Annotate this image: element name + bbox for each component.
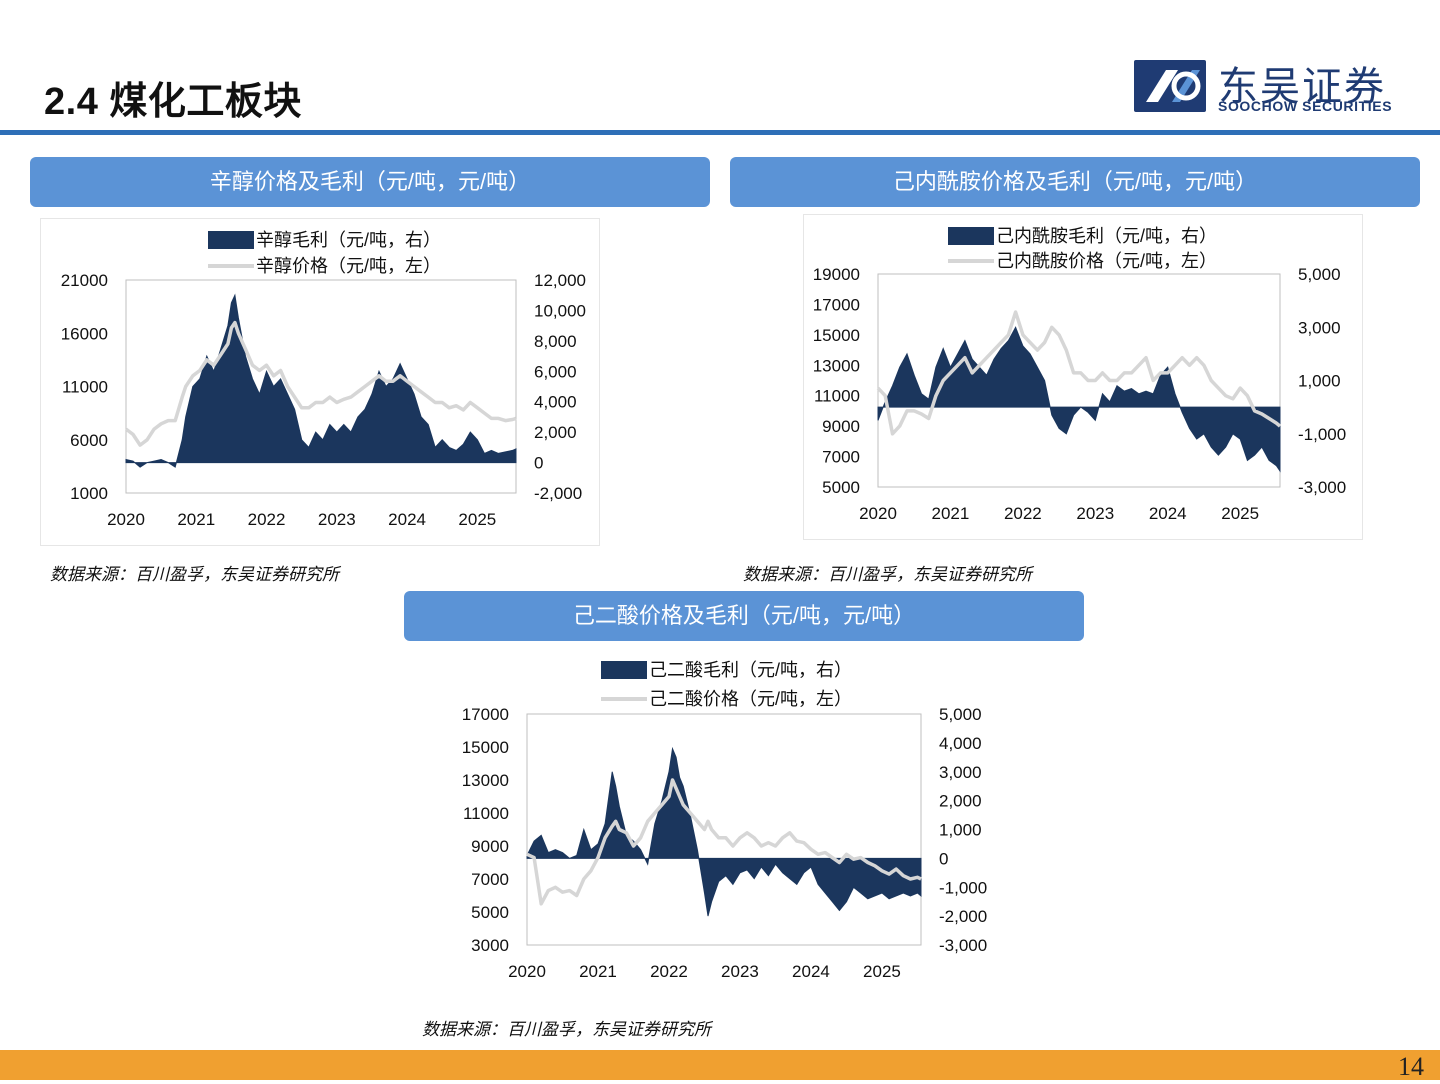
y-left-tick-label: 11000 <box>62 378 108 397</box>
y-right-tick-label: 2,000 <box>939 792 982 811</box>
y-left-tick-label: 13000 <box>462 771 509 790</box>
y-right-tick-label: 0 <box>939 849 948 868</box>
plot-area <box>526 713 922 946</box>
soochow-logo-icon <box>1134 60 1206 112</box>
y-left-tick-label: 7000 <box>822 448 860 467</box>
y-left-tick-label: 11000 <box>463 804 509 823</box>
x-tick-label: 2020 <box>107 510 145 529</box>
legend-label-price: 己二酸价格（元/吨，左） <box>649 689 852 709</box>
x-tick-label: 2024 <box>388 510 426 529</box>
y-left-tick-label: 7000 <box>471 870 509 889</box>
y-right-tick-label: -3,000 <box>939 936 987 955</box>
y-left-tick-label: 15000 <box>462 738 509 757</box>
chart-svg: 21000 16000 11000 6000 1000 12,000 10,000 8,000… <box>40 218 600 546</box>
y-right-tick-label: 0 <box>534 454 543 473</box>
margin-area-series <box>877 326 1281 473</box>
y-right-tick-label: 2,000 <box>534 423 577 442</box>
chart-frame <box>40 218 600 546</box>
y-left-tick-label: 3000 <box>471 936 509 955</box>
y-right-tick-label: 4,000 <box>534 393 577 412</box>
footer-bar <box>0 1050 1440 1080</box>
x-tick-label: 2020 <box>859 504 897 523</box>
chart-frame <box>803 214 1363 540</box>
x-tick-label: 2021 <box>177 510 215 529</box>
y-left-tick-label: 17000 <box>462 705 509 724</box>
y-left-tick-label: 16000 <box>61 324 108 343</box>
y-right-tick-label: 6,000 <box>534 362 577 381</box>
x-tick-label: 2021 <box>932 504 970 523</box>
y-left-tick-label: 15000 <box>813 326 860 345</box>
source-note-octanol: 数据来源：百川盈孚，东吴证券研究所 <box>50 565 339 584</box>
x-tick-label: 2025 <box>863 962 901 981</box>
price-line-series <box>526 778 922 906</box>
y-left-tick-label: 5000 <box>471 903 509 922</box>
price-line-series <box>124 320 517 447</box>
panel-header-caprolactam: 己内酰胺价格及毛利（元/吨，元/吨） <box>730 157 1420 207</box>
margin-area-series <box>526 746 922 917</box>
y-right-tick-label: 5,000 <box>1298 265 1341 284</box>
x-tick-label: 2024 <box>792 962 830 981</box>
y-right-tick-label: -2,000 <box>939 907 987 926</box>
x-tick-label: 2021 <box>579 962 617 981</box>
y-left-tick-label: 1000 <box>70 484 108 503</box>
y-left-tick-label: 9000 <box>822 417 860 436</box>
y-left-tick-label: 9000 <box>471 837 509 856</box>
y-right-tick-label: 4,000 <box>939 734 982 753</box>
y-right-tick-label: -1,000 <box>939 878 987 897</box>
legend-label-price: 辛醇价格（元/吨，左） <box>256 256 441 276</box>
x-tick-label: 2022 <box>1004 504 1042 523</box>
y-right-tick-label: 1,000 <box>939 821 982 840</box>
y-right-tick-label: 10,000 <box>534 301 586 320</box>
x-tick-label: 2022 <box>248 510 286 529</box>
y-right-tick-label: 12,000 <box>534 271 586 290</box>
y-left-tick-label: 19000 <box>813 265 860 284</box>
y-left-tick-label: 6000 <box>70 431 108 450</box>
legend-label-margin: 己内酰胺毛利（元/吨，右） <box>996 226 1217 246</box>
x-tick-label: 2022 <box>650 962 688 981</box>
legend-label-margin: 己二酸毛利（元/吨，右） <box>649 660 852 680</box>
source-note-caprolactam: 数据来源：百川盈孚，东吴证券研究所 <box>743 565 1032 584</box>
y-right-tick-label: 8,000 <box>534 332 577 351</box>
chart-svg: 19000 17000 15000 13000 11000 9000 7000 5000 5,0… <box>803 214 1363 540</box>
y-right-tick-label: 1,000 <box>1298 372 1341 391</box>
margin-area-series <box>125 293 517 468</box>
chart-svg: 17000 15000 13000 11000 9000 7000 5000 3000 5,00… <box>462 660 987 981</box>
y-left-tick-label: 5000 <box>822 478 860 497</box>
octanol-chart: 21000 16000 11000 6000 1000 12,000 10,000 8,000… <box>40 218 600 546</box>
caprolactam-chart: 19000 17000 15000 13000 11000 9000 7000 5000 5,0… <box>803 214 1363 540</box>
x-tick-label: 2023 <box>1076 504 1114 523</box>
y-right-tick-label: 3,000 <box>1298 318 1341 337</box>
logo-text-en: SOOCHOW SECURITIES <box>1218 98 1393 114</box>
x-tick-label: 2024 <box>1149 504 1187 523</box>
legend-swatch-margin <box>948 227 994 245</box>
x-tick-label: 2020 <box>508 962 546 981</box>
legend-swatch-margin <box>208 231 254 249</box>
logo-text-cn: 东吴证券 <box>1218 64 1386 110</box>
header-divider <box>0 130 1440 135</box>
y-left-tick-label: 13000 <box>813 356 860 375</box>
legend-label-margin: 辛醇毛利（元/吨，右） <box>256 230 441 250</box>
y-right-tick-label: -3,000 <box>1298 478 1346 497</box>
y-right-tick-label: 5,000 <box>939 705 982 724</box>
legend-label-price: 己内酰胺价格（元/吨，左） <box>996 251 1217 271</box>
panel-header-adipic-acid: 己二酸价格及毛利（元/吨，元/吨） <box>404 591 1084 641</box>
panel-header-octanol: 辛醇价格及毛利（元/吨，元/吨） <box>30 157 710 207</box>
x-tick-label: 2025 <box>458 510 496 529</box>
source-note-adipic-acid: 数据来源：百川盈孚，东吴证券研究所 <box>422 1020 711 1039</box>
y-right-tick-label: 3,000 <box>939 763 982 782</box>
y-right-tick-label: -1,000 <box>1298 425 1346 444</box>
y-right-tick-label: -2,000 <box>534 484 582 503</box>
page-number: 14 <box>1398 1052 1424 1081</box>
y-left-tick-label: 17000 <box>813 295 860 314</box>
y-left-tick-label: 21000 <box>61 271 108 290</box>
page-title: 2.4 煤化工板块 <box>44 81 302 123</box>
x-tick-label: 2023 <box>721 962 759 981</box>
company-logo: 东吴证券 SOOCHOW SECURITIES <box>1132 56 1422 116</box>
x-tick-label: 2023 <box>318 510 356 529</box>
legend-swatch-margin <box>601 661 647 679</box>
price-line-series <box>876 310 1282 436</box>
x-tick-label: 2025 <box>1221 504 1259 523</box>
y-left-tick-label: 11000 <box>814 387 860 406</box>
adipic-acid-chart: 17000 15000 13000 11000 9000 7000 5000 3000 5,00… <box>430 650 1020 990</box>
